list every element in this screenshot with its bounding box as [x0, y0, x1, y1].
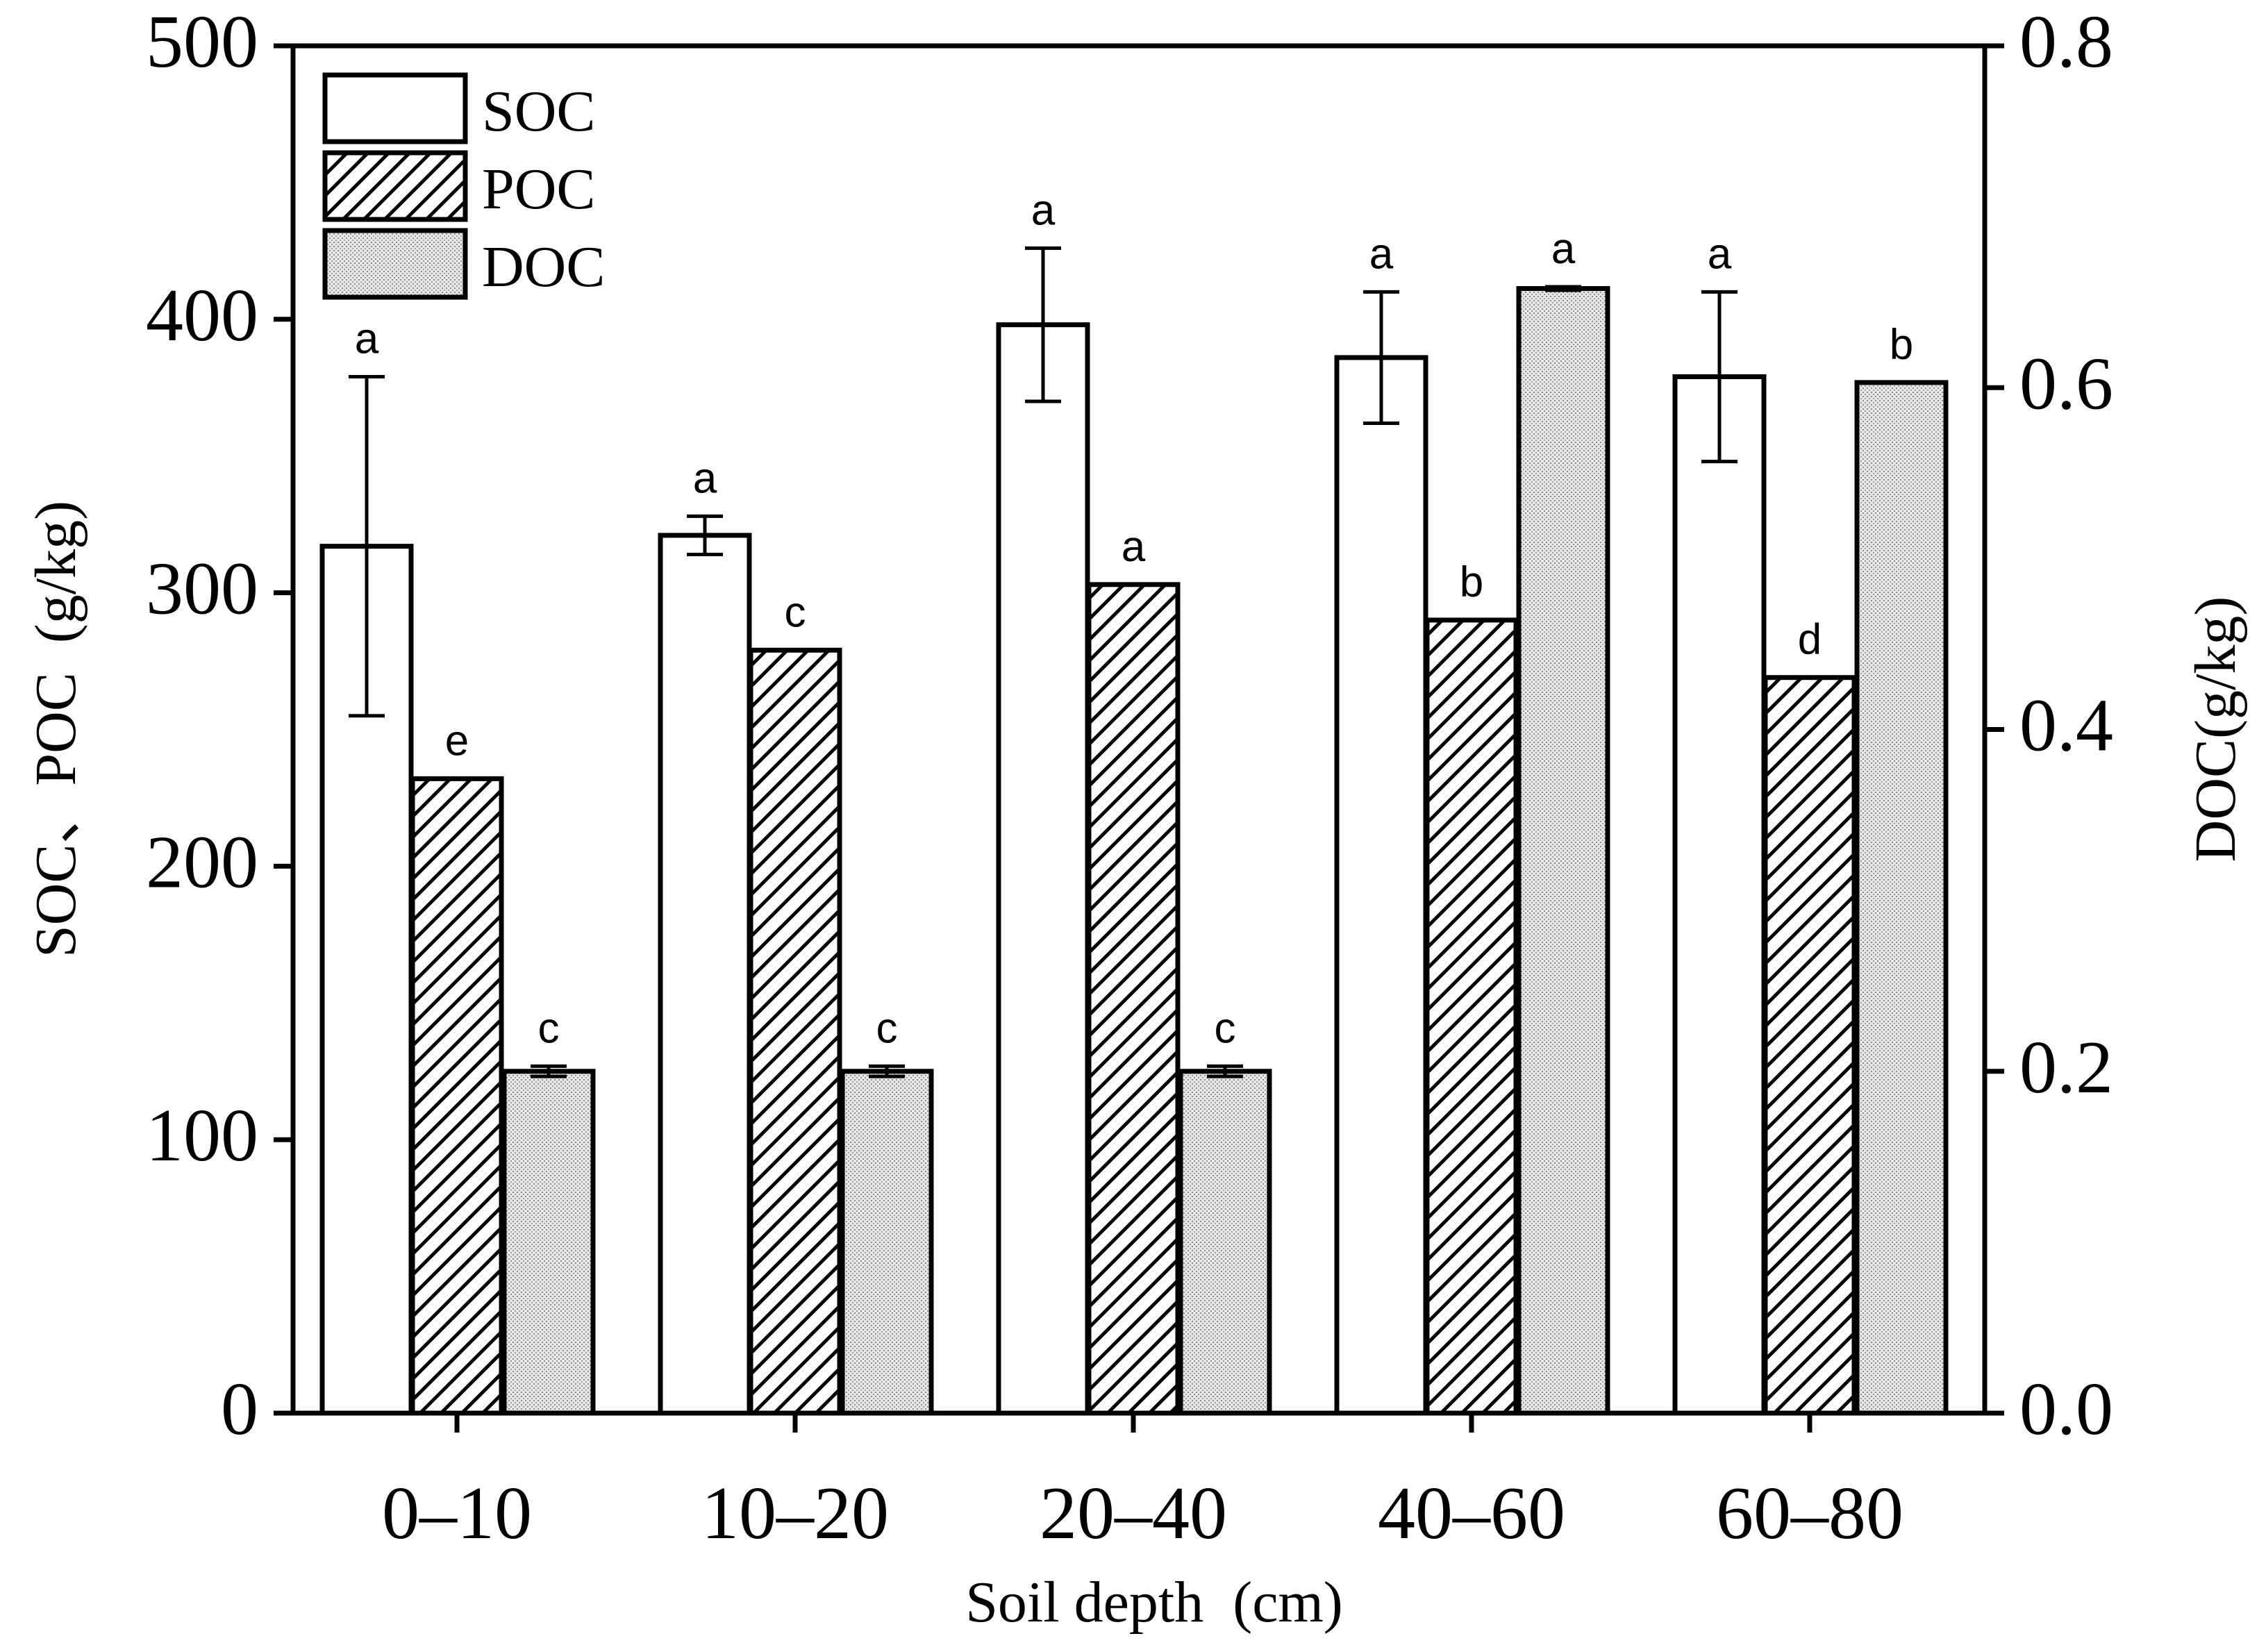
significance-letter-soc-1: a — [693, 454, 717, 502]
significance-letter-soc-2: a — [1031, 186, 1056, 234]
y-left-tick-label: 500 — [146, 1, 258, 83]
error-bar-doc-2 — [1207, 1064, 1243, 1078]
significance-letter-poc-2: a — [1122, 523, 1146, 571]
error-bar-soc-2 — [1025, 246, 1061, 403]
significance-letter-poc-0: e — [445, 717, 469, 765]
error-bar-doc-3 — [1545, 285, 1581, 292]
bar-poc-2 — [1086, 582, 1181, 1416]
bar-soc-2 — [996, 322, 1090, 1416]
bar-poc-3 — [1424, 617, 1519, 1416]
y-left-tick-label: 200 — [146, 821, 258, 903]
bar-poc-4 — [1762, 675, 1857, 1416]
significance-letter-poc-4: d — [1798, 616, 1822, 664]
y-right-tick-label: 0.2 — [2019, 1026, 2113, 1109]
y-left-tick-label: 300 — [146, 548, 258, 631]
significance-letter-soc-3: a — [1369, 230, 1394, 278]
bar-doc-3 — [1516, 285, 1610, 1416]
error-bar-soc-1 — [687, 514, 723, 556]
significance-letter-soc-0: a — [355, 315, 379, 362]
bar-doc-4 — [1854, 380, 1949, 1416]
significance-letter-doc-0: c — [538, 1004, 560, 1052]
bar-doc-0 — [501, 1069, 596, 1416]
y-left-tick-label: 100 — [146, 1094, 258, 1177]
x-axis-title: Soil depth (cm) — [965, 1570, 1343, 1635]
significance-letter-doc-4: b — [1890, 321, 1913, 369]
bar-soc-3 — [1334, 355, 1428, 1416]
legend-label-soc: SOC — [482, 79, 595, 144]
y-right-tick-label: 0.6 — [2019, 342, 2113, 425]
bar-doc-2 — [1178, 1069, 1272, 1416]
error-bar-soc-4 — [1701, 290, 1738, 464]
significance-letter-poc-3: b — [1460, 558, 1483, 606]
x-tick-label: 0–10 — [382, 1472, 532, 1555]
bars-layer — [319, 246, 1949, 1416]
significance-letter-doc-3: a — [1551, 225, 1576, 273]
y-right-tick-label: 0.0 — [2019, 1368, 2113, 1451]
labels-layer: a a a a a e c a b d c c c a b 0 100 200 300 400 500 0.0 0.2 0.4… — [146, 1, 2113, 1555]
y-right-tick-label: 0.8 — [2019, 1, 2113, 83]
bar-soc-1 — [658, 533, 752, 1416]
y-left-tick-label: 0 — [221, 1368, 258, 1451]
x-tick-label: 20–40 — [1040, 1472, 1227, 1555]
x-tick-label: 60–80 — [1716, 1472, 1903, 1555]
error-bar-doc-0 — [531, 1064, 567, 1078]
bar-poc-1 — [748, 647, 842, 1416]
x-tick-label: 10–20 — [701, 1472, 889, 1555]
significance-letter-doc-1: c — [876, 1004, 898, 1052]
bar-doc-1 — [840, 1069, 934, 1416]
legend: SOC POC DOC — [322, 72, 605, 300]
bar-soc-4 — [1672, 374, 1767, 1416]
legend-entry-doc: DOC — [322, 228, 605, 300]
legend-swatch-doc — [322, 228, 468, 300]
legend-entry-soc: SOC — [322, 72, 595, 144]
legend-entry-poc: POC — [322, 150, 595, 222]
y-left-tick-label: 400 — [146, 274, 258, 357]
x-tick-label: 40–60 — [1378, 1472, 1565, 1555]
error-bar-soc-0 — [349, 374, 385, 718]
significance-letter-soc-4: a — [1708, 230, 1732, 278]
legend-label-doc: DOC — [482, 235, 605, 299]
significance-letter-poc-1: c — [785, 588, 806, 636]
error-bar-soc-3 — [1363, 290, 1399, 425]
bar-poc-0 — [410, 776, 504, 1416]
legend-swatch-soc — [322, 72, 468, 144]
error-bar-doc-1 — [869, 1064, 905, 1078]
significance-letter-doc-2: c — [1215, 1004, 1236, 1052]
legend-swatch-poc — [322, 150, 468, 222]
y-axis-right-title: DOC(g/kg) — [2183, 596, 2248, 862]
legend-label-poc: POC — [482, 157, 595, 222]
y-right-tick-label: 0.4 — [2019, 685, 2113, 767]
axes-layer — [274, 43, 2004, 1433]
y-axis-left-title: SOC、POC (g/kg) — [24, 501, 88, 958]
